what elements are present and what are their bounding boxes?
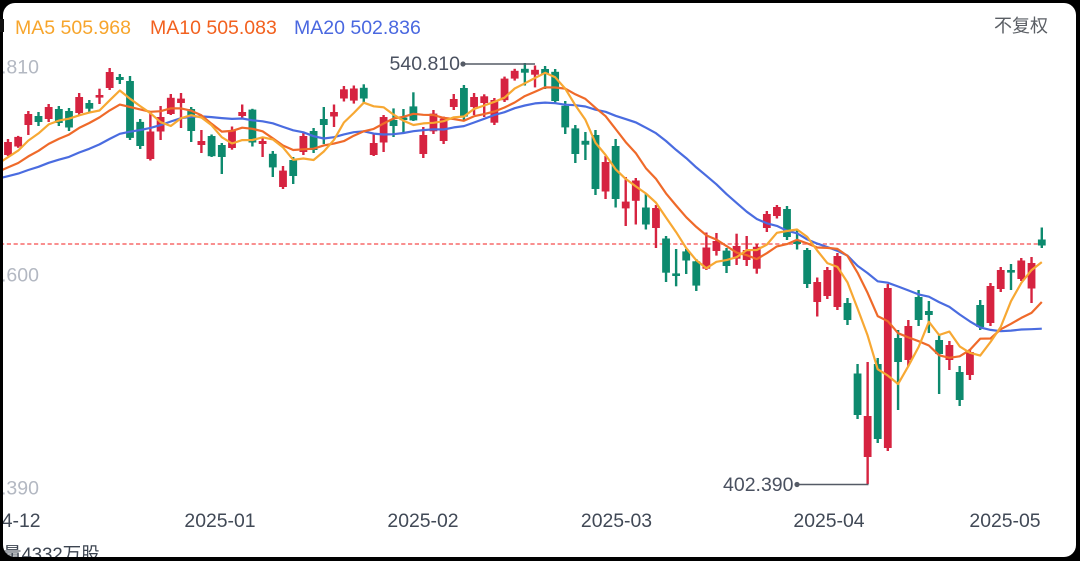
svg-text:.600: .600 [3, 265, 39, 287]
svg-text:MA10 505.083: MA10 505.083 [150, 17, 277, 39]
svg-text:402.390: 402.390 [723, 474, 794, 496]
svg-text:.390: .390 [3, 478, 39, 500]
svg-text:2025-05: 2025-05 [969, 510, 1040, 532]
svg-text:MA5 505.968: MA5 505.968 [15, 17, 131, 39]
svg-text:2025-04: 2025-04 [793, 510, 864, 532]
svg-text:量4332万股: 量4332万股 [3, 544, 100, 558]
svg-text:540.810: 540.810 [390, 53, 461, 75]
svg-text:不复权: 不复权 [994, 16, 1048, 36]
svg-text:2024-12: 2024-12 [3, 510, 41, 532]
svg-text:2025-03: 2025-03 [581, 510, 652, 532]
svg-text:.810: .810 [3, 57, 39, 79]
svg-text:2025-02: 2025-02 [387, 510, 458, 532]
svg-text:2025-01: 2025-01 [184, 510, 255, 532]
svg-text:MA20 502.836: MA20 502.836 [294, 17, 421, 39]
